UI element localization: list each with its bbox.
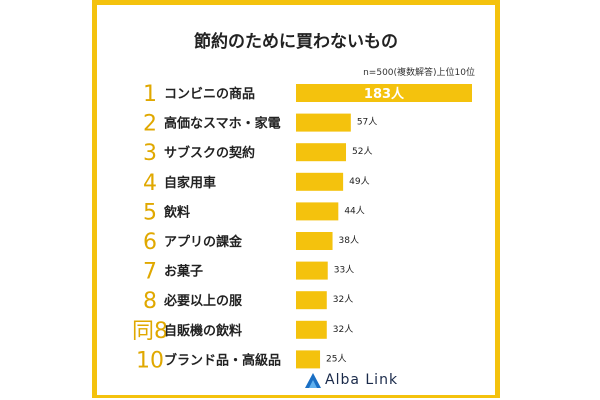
bar [296, 320, 327, 339]
rank-label: 8 [143, 289, 157, 314]
category-label: お菓子 [164, 264, 203, 280]
category-label: コンビニの商品 [164, 86, 255, 102]
rank-label: 6 [143, 230, 157, 255]
rank-label: 3 [143, 141, 157, 166]
rank-label: 1 [143, 82, 157, 107]
bar [296, 261, 328, 280]
bar [296, 113, 351, 132]
category-label: 必要以上の服 [163, 293, 243, 309]
logo-triangle-icon [305, 373, 321, 388]
value-label: 49人 [349, 176, 369, 187]
category-label: アプリの課金 [164, 234, 243, 250]
value-label: 25人 [326, 353, 346, 364]
bar [296, 143, 347, 162]
bar [296, 291, 327, 310]
bar [296, 172, 344, 191]
value-label: 32人 [333, 324, 353, 335]
alba-link-logo: Alba Link [303, 370, 403, 392]
category-label: 飲料 [163, 204, 190, 220]
category-label: ブランド品・高級品 [164, 352, 281, 368]
bar [296, 232, 333, 250]
category-label: 自販機の飲料 [164, 323, 242, 339]
value-label: 52人 [352, 146, 372, 157]
chart-title: 節約のために買わないもの [194, 32, 398, 52]
value-label: 33人 [334, 265, 354, 276]
logo-text: Alba Link [325, 372, 399, 388]
value-label: 57人 [357, 117, 377, 128]
rank-label: 7 [143, 260, 157, 285]
value-label: 183人 [364, 86, 405, 102]
category-label: サブスクの契約 [164, 145, 255, 161]
rank-label: 5 [143, 200, 157, 225]
value-label: 32人 [333, 294, 353, 305]
category-label: 高価なスマホ・家電 [164, 116, 281, 132]
value-label: 38人 [339, 235, 359, 246]
rank-label: 4 [143, 171, 157, 196]
bar [296, 202, 339, 221]
bar [296, 350, 321, 369]
rank-label: 同8 [132, 319, 168, 344]
value-label: 44人 [344, 205, 364, 216]
bar [296, 84, 472, 102]
rank-label: 10 [136, 348, 164, 373]
rank-label: 2 [143, 112, 157, 137]
sample-note: n=500(複数解答)上位10位 [363, 68, 475, 78]
category-label: 自家用車 [164, 175, 216, 191]
